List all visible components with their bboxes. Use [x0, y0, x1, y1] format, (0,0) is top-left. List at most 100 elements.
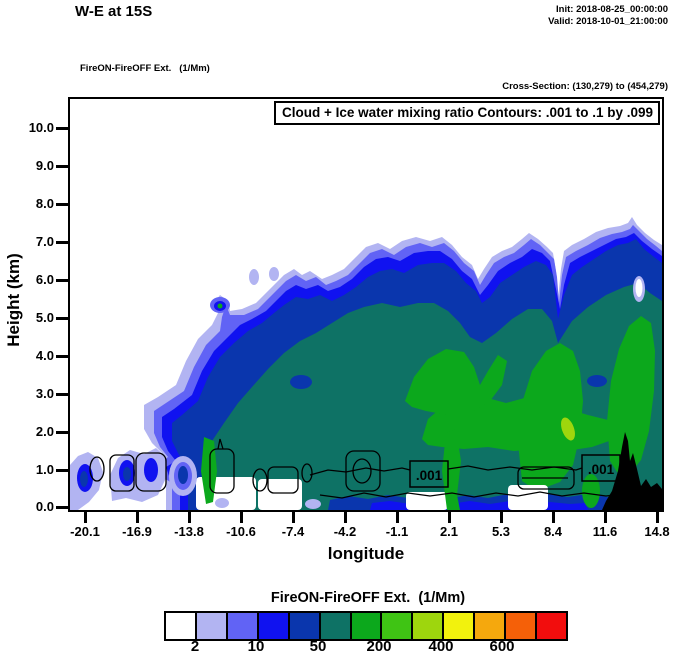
colorbar-tick-label: 400: [428, 638, 454, 655]
page-title: W-E at 15S: [75, 3, 153, 20]
contour-label-box: [409, 460, 449, 488]
colorbar-cell: [475, 613, 507, 639]
colorbar-cell: [413, 613, 445, 639]
x-tick: [500, 510, 503, 523]
colorbar-cell: [382, 613, 414, 639]
x-tick-label: 2.1: [439, 524, 459, 539]
plot-inner-title: Cloud + Ice water mixing ratio Contours:…: [274, 101, 660, 125]
y-tick-label: 2.0: [35, 424, 54, 439]
colorbar: [164, 611, 568, 641]
colorbar-tick-label: 2: [190, 638, 200, 655]
x-tick: [604, 510, 607, 523]
ground-gap: [508, 485, 548, 510]
fill-level-100-right: [518, 343, 583, 488]
y-tick-label: 1.0: [35, 462, 54, 477]
contour-label: .001: [588, 462, 615, 477]
green-streak-mid: [442, 429, 461, 510]
y-tick: [56, 165, 70, 168]
y-tick: [56, 431, 70, 434]
x-tick: [448, 510, 451, 523]
y-tick-label: 7.0: [35, 234, 54, 249]
valid-timestamp: Valid: 2018-10-01_21:00:00: [548, 16, 668, 27]
ground-speck: [215, 498, 229, 508]
left-patch-core: [80, 471, 88, 487]
left-patch-core: [123, 467, 131, 481]
y-tick: [56, 469, 70, 472]
y-tick-label: 10.0: [28, 120, 54, 135]
colorbar-cell: [196, 613, 228, 639]
colorbar-cell: [227, 613, 259, 639]
colorbar-cell: [258, 613, 290, 639]
y-tick-label: 5.0: [35, 310, 54, 325]
contour-label-box: [581, 454, 621, 482]
colorbar-tick-label: 10: [247, 638, 265, 655]
y-tick: [56, 203, 70, 206]
x-tick: [188, 510, 191, 523]
x-tick: [396, 510, 399, 523]
y-tick: [56, 506, 70, 509]
contour-plot: .001 .001: [70, 217, 662, 510]
y-tick: [56, 317, 70, 320]
y-tick: [56, 355, 70, 358]
fill-level-200-patch: [561, 417, 575, 441]
terrain-silhouette: [602, 432, 662, 510]
colorbar-title: FireON-FireOFF Ext. (1/Mm): [270, 590, 466, 606]
product-line-fill-field: FireON-FireOFF Ext. (1/Mm): [80, 63, 210, 74]
y-tick-label: 9.0: [35, 158, 54, 173]
x-tick-label: 11.6: [592, 524, 618, 539]
x-axis-title: longitude: [327, 544, 405, 563]
y-tick-label: 3.0: [35, 386, 54, 401]
y-tick-label: 0.0: [35, 499, 54, 514]
colorbar-cell: [506, 613, 538, 639]
ground-gap: [258, 479, 302, 510]
floater-dot: [249, 269, 259, 285]
x-tick: [240, 510, 243, 523]
contour-label: .001: [416, 468, 443, 483]
y-tick-label: 8.0: [35, 196, 54, 211]
left-peak-green-dot: [217, 303, 223, 309]
fill-level-100-far-right: [607, 316, 655, 475]
weak-spot-core: [635, 279, 643, 297]
x-tick-label: -4.2: [333, 524, 357, 539]
floater-dot: [269, 267, 279, 281]
y-tick: [56, 279, 70, 282]
x-tick-label: -13.8: [174, 524, 204, 539]
y-tick: [56, 393, 70, 396]
timestamp-block: Init: 2018-08-25_00:00:00 Valid: 2018-10…: [548, 4, 668, 28]
x-tick-label: -7.4: [281, 524, 305, 539]
colorbar-cell: [320, 613, 352, 639]
x-tick: [292, 510, 295, 523]
navy-hole-left: [290, 375, 312, 389]
navy-hole-right: [587, 375, 607, 387]
x-tick-label: -1.1: [385, 524, 409, 539]
colorbar-cell: [537, 613, 566, 639]
green-streak-left: [201, 437, 217, 504]
colorbar-cell: [289, 613, 321, 639]
x-tick-label: 14.8: [644, 524, 670, 539]
x-tick-label: -20.1: [70, 524, 100, 539]
colorbar-tick-label: 600: [489, 638, 515, 655]
x-tick: [136, 510, 139, 523]
colorbar-cell: [351, 613, 383, 639]
x-tick-label: -16.9: [122, 524, 152, 539]
y-tick: [56, 127, 70, 130]
cross-section-label: Cross-Section: (130,279) to (454,279): [502, 81, 668, 92]
y-tick-label: 6.0: [35, 272, 54, 287]
x-tick-label: 8.4: [543, 524, 563, 539]
plot-frame: .001 .001 Cloud + Ice water mixing ratio…: [68, 97, 664, 512]
x-tick: [552, 510, 555, 523]
colorbar-cell: [166, 613, 197, 639]
left-patch-core: [144, 458, 158, 482]
colorbar-tick-label: 200: [366, 638, 392, 655]
init-timestamp: Init: 2018-08-25_00:00:00: [556, 4, 668, 15]
fill-level-100-central: [405, 349, 507, 415]
ground-gap: [406, 492, 448, 510]
x-tick-label: -10.6: [226, 524, 256, 539]
colorbar-tick-label: 50: [309, 638, 327, 655]
y-tick-label: 4.0: [35, 348, 54, 363]
x-tick: [84, 510, 87, 523]
x-tick: [344, 510, 347, 523]
x-tick-label: 5.3: [491, 524, 511, 539]
x-tick: [656, 510, 659, 523]
